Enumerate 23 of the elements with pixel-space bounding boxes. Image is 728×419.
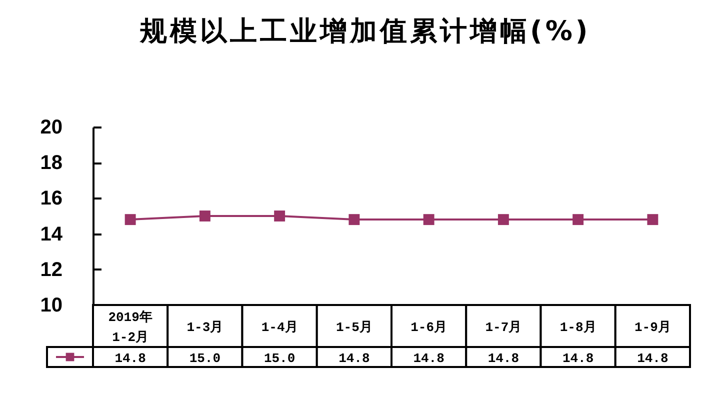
data-label: 14.8 (488, 351, 520, 366)
x-tick-label: 1-6月 (410, 320, 448, 335)
y-tick-label: 16 (40, 188, 62, 210)
x-tick-label: 1-9月 (634, 320, 671, 335)
data-label: 15.0 (264, 351, 296, 366)
y-tick-label: 20 (40, 116, 62, 138)
y-tick-label: 18 (40, 152, 62, 174)
x-tick-label: 1-8月 (560, 320, 596, 335)
x-tick-label: 1-7月 (485, 320, 522, 335)
data-label: 14.8 (114, 351, 146, 366)
y-tick-label: 12 (40, 258, 62, 281)
data-label: 14.8 (413, 351, 445, 366)
data-label: 14.8 (338, 351, 370, 366)
x-tick-label: 2019年 1-2月 (108, 310, 152, 345)
data-label: 14.8 (637, 351, 668, 366)
x-tick-label: 1-5月 (336, 320, 372, 335)
data-label: 15.0 (189, 351, 221, 366)
data-label: 14.8 (562, 351, 594, 366)
chart-title: 规模以上工业增加值累计增幅(%) (139, 16, 591, 47)
x-tick-label: 1-4月 (261, 320, 298, 335)
y-tick-label: 14 (40, 223, 64, 246)
y-tick-label: 10 (40, 294, 62, 316)
x-tick-label: 1-3月 (186, 320, 224, 335)
